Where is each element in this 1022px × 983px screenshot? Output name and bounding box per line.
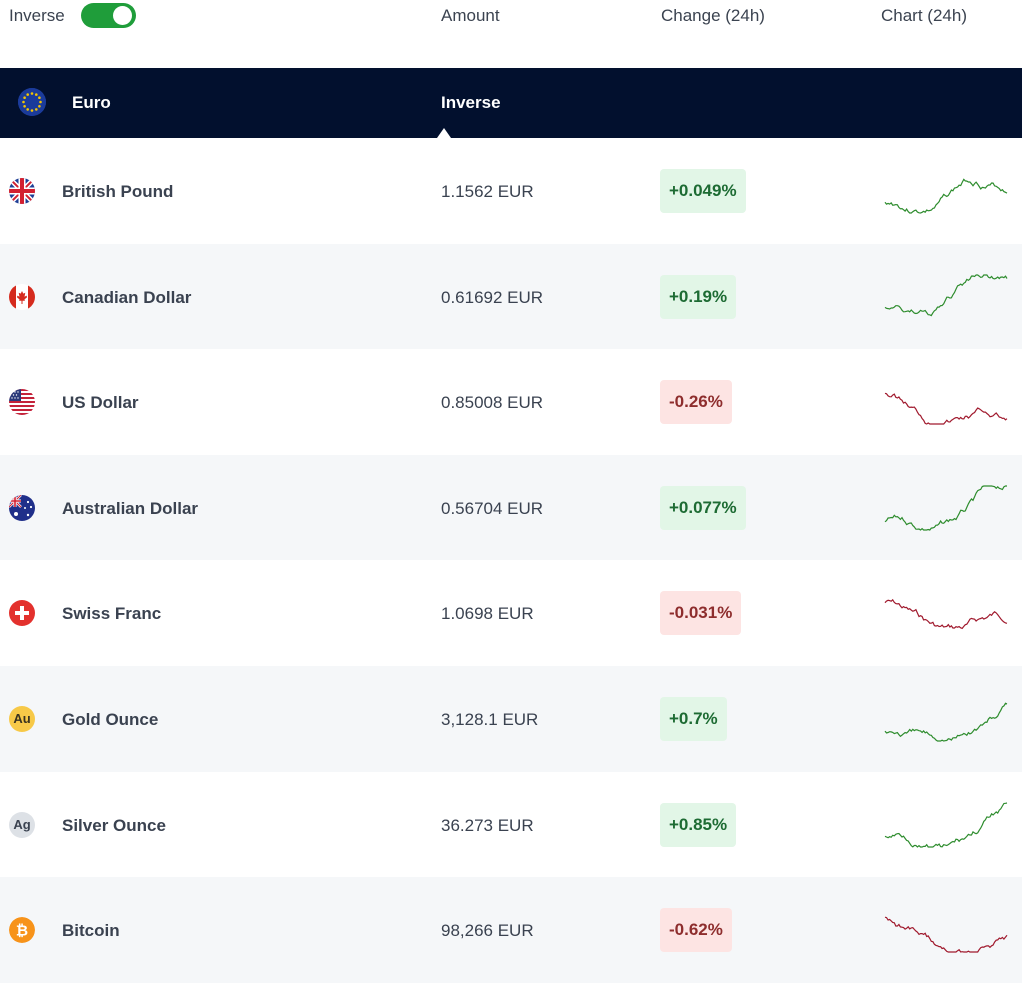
sparkline-path <box>884 485 1007 531</box>
sparkline-path <box>884 273 1008 316</box>
currency-amount: 3,128.1 EUR <box>441 709 539 729</box>
sparkline-chart <box>884 392 1008 425</box>
change-badge: -0.26% <box>660 380 732 425</box>
top-bar: Inverse Amount Change (24h) Chart (24h) <box>0 0 1022 68</box>
currency-amount: 98,266 EUR <box>441 921 534 941</box>
table-row[interactable]: Ag Silver Ounce 36.273 EUR +0.85% <box>0 772 1022 878</box>
sparkline-chart <box>884 485 1007 531</box>
currency-name: Bitcoin <box>62 921 120 941</box>
column-header-change: Change (24h) <box>661 6 765 25</box>
currency-name: Swiss Franc <box>62 604 162 624</box>
column-header-amount: Amount <box>441 6 500 25</box>
currency-amount: 36.273 EUR <box>441 815 534 835</box>
change-badge: -0.62% <box>660 908 732 953</box>
table-row[interactable]: British Pound 1.1562 EUR +0.049% <box>0 138 1022 244</box>
sparkline-chart <box>884 273 1008 316</box>
change-badge: +0.7% <box>660 696 727 741</box>
change-badge: +0.85% <box>660 802 737 847</box>
sparkline-chart <box>884 801 1008 848</box>
table-row[interactable]: US Dollar 0.85008 EUR -0.26% <box>0 349 1022 455</box>
eu-flag-icon <box>18 88 46 116</box>
currency-name: US Dollar <box>62 393 139 413</box>
table-row[interactable]: Canadian Dollar 0.61692 EUR +0.19% <box>0 243 1022 350</box>
currency-name: Australian Dollar <box>62 498 199 518</box>
gold-coin-icon: Au <box>9 705 35 732</box>
inverse-toggle[interactable] <box>81 3 136 28</box>
us-flag-icon <box>9 389 35 416</box>
table-row[interactable]: Australian Dollar 0.56704 EUR +0.077% <box>0 454 1022 561</box>
currency-amount: 0.61692 EUR <box>441 287 544 307</box>
sparkline-path <box>884 392 1008 425</box>
change-badge: -0.031% <box>660 591 742 636</box>
inverse-label: Inverse <box>9 6 65 25</box>
sparkline-chart <box>884 916 1008 953</box>
canada-flag-icon <box>9 283 35 310</box>
table-row[interactable]: Au Gold Ounce 3,128.1 EUR +0.7% <box>0 665 1022 772</box>
sparkline-path <box>884 801 1008 848</box>
currency-name: Canadian Dollar <box>62 287 192 307</box>
silver-coin-icon: Ag <box>9 811 35 838</box>
currency-amount: 0.85008 EUR <box>441 393 544 413</box>
currency-amount: 0.56704 EUR <box>441 498 544 518</box>
currency-name: British Pound <box>62 182 174 201</box>
uk-flag-icon <box>9 178 35 204</box>
base-mode-label: Inverse <box>441 93 501 112</box>
toggle-knob <box>113 6 132 25</box>
column-header-chart: Chart (24h) <box>881 6 967 25</box>
currency-name: Silver Ounce <box>62 815 166 835</box>
sparkline-chart <box>884 702 1008 742</box>
currency-table: British Pound 1.1562 EUR +0.049% Canadian D… <box>0 138 1022 983</box>
currency-amount: 1.0698 EUR <box>441 604 534 624</box>
sparkline-chart <box>884 599 1008 630</box>
base-currency-name: Euro <box>72 93 111 112</box>
sparkline-path <box>884 178 1008 214</box>
svg-text:₿: ₿ <box>16 922 28 940</box>
australia-flag-icon <box>9 494 35 521</box>
bitcoin-icon: ₿ <box>9 917 35 944</box>
change-badge: +0.19% <box>660 274 737 319</box>
sparkline-path <box>884 599 1008 630</box>
currency-amount: 1.1562 EUR <box>441 182 534 201</box>
change-badge: +0.049% <box>660 169 746 213</box>
sparkline-chart <box>884 178 1008 214</box>
sparkline-path <box>884 916 1008 953</box>
sparkline-path <box>884 702 1008 742</box>
base-currency-bar[interactable]: Euro Inverse <box>0 68 1022 138</box>
change-badge: +0.077% <box>660 485 746 530</box>
table-row[interactable]: ₿ Bitcoin 98,266 EUR -0.62% <box>0 877 1022 983</box>
table-row[interactable]: Swiss Franc 1.0698 EUR -0.031% <box>0 560 1022 666</box>
caret-up-icon <box>437 128 451 138</box>
currency-name: Gold Ounce <box>62 709 159 729</box>
swiss-flag-icon <box>9 600 35 627</box>
